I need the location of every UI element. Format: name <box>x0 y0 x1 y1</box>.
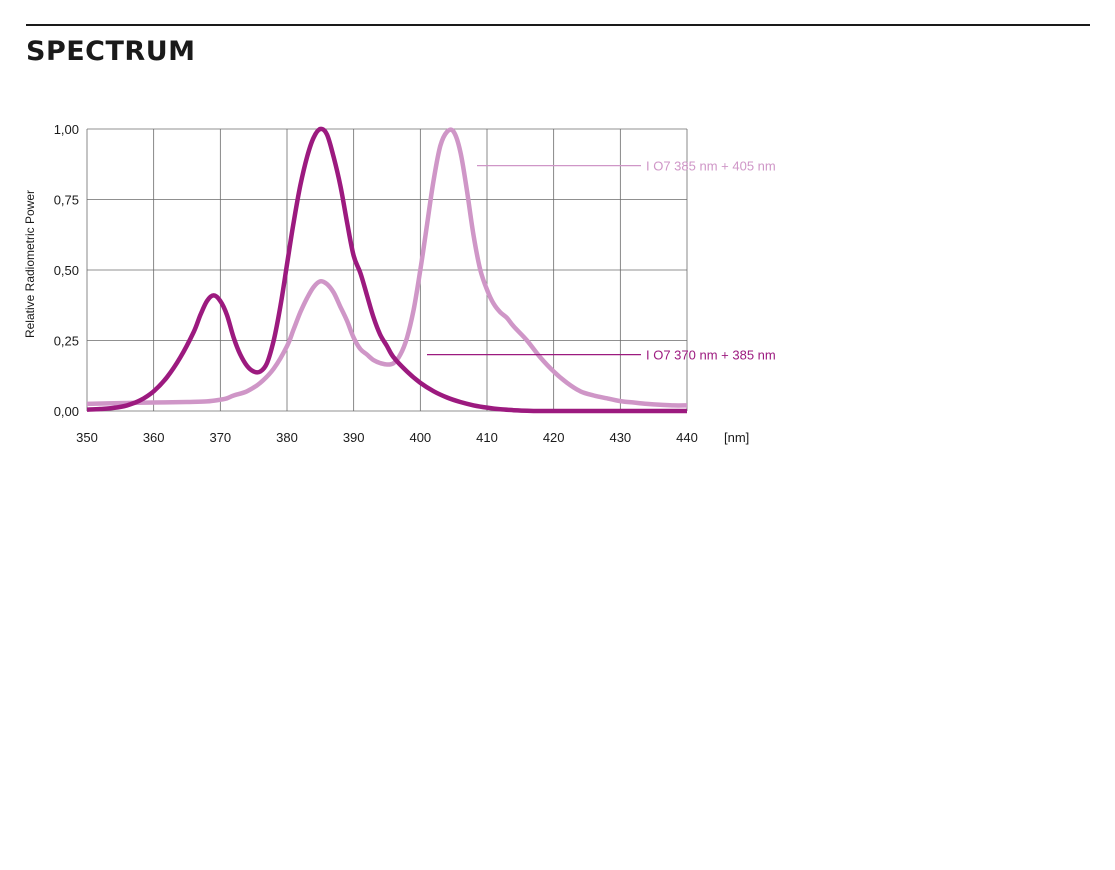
y-tick-label: 0,00 <box>54 404 79 419</box>
annotation-label: I O7 385 nm + 405 nm <box>646 159 776 174</box>
x-tick-label: 390 <box>343 430 365 445</box>
y-tick-label: 0,50 <box>54 263 79 278</box>
y-axis-label: Relative Radiometric Power <box>23 190 37 338</box>
y-tick-label: 1,00 <box>54 122 79 137</box>
chart-grid <box>86 128 688 412</box>
x-tick-label: 400 <box>409 430 431 445</box>
x-unit-label: [nm] <box>724 430 749 445</box>
y-tick-label: 0,25 <box>54 334 79 349</box>
top-rule <box>26 24 1090 26</box>
annotations: I O7 385 nm + 405 nm I O7 370 nm + 385 nm <box>427 159 776 363</box>
series-layer <box>86 126 688 414</box>
series-line-0 <box>86 126 687 414</box>
annotation-label: I O7 370 nm + 385 nm <box>646 348 776 363</box>
x-tick-label: 380 <box>276 430 298 445</box>
x-tick-label: 360 <box>143 430 165 445</box>
x-tick-label: 350 <box>76 430 98 445</box>
x-tick-label: 440 <box>676 430 698 445</box>
x-tick-label: 420 <box>543 430 565 445</box>
x-tick-label: 370 <box>209 430 231 445</box>
x-tick-label: 430 <box>609 430 631 445</box>
page-title: SPECTRUM <box>26 36 196 67</box>
tick-labels: 350 360 370 380 390 400 410 420 430 440 0,00 0,25 0,… <box>54 122 698 445</box>
y-tick-label: 0,75 <box>54 193 79 208</box>
series-line-1 <box>86 127 688 408</box>
x-tick-label: 410 <box>476 430 498 445</box>
